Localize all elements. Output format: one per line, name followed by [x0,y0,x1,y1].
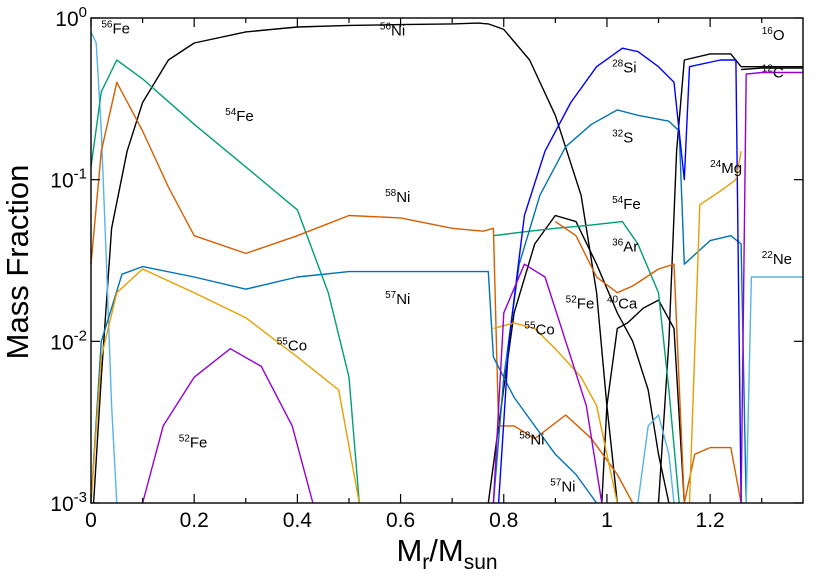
y-axis-title: Mass Fraction [0,165,35,360]
series-line-ca40-b [601,299,685,504]
annotation-label: 28Si [612,59,636,77]
series-line-ne22-b [745,276,803,504]
series-line-ni57 [90,265,598,504]
annotation-label: 56Ni [380,21,405,39]
annotation-label: 52Fe [179,434,208,452]
annotation-label: 55Co [277,336,307,354]
series-line-ni58-c [683,446,742,504]
series-line-fe54 [90,59,360,504]
y-tick-label: 100 [55,4,87,31]
y-tick-label: 10-3 [50,489,87,516]
annotation-label: 57Ni [385,290,410,308]
plot-frame [90,17,804,504]
annotation-label: 56Fe [101,20,130,38]
annotation-label: 58Ni [519,431,544,449]
tick-labels: 0 0.2 0.4 0.6 0.8 1 1.2 10-3 10-2 10-1 100 [50,4,724,532]
series-line-co55-b [493,322,618,504]
annotation-label: 16O [762,26,785,44]
series-line-co55 [90,268,360,504]
annotation-label: 57Ni [550,477,575,495]
series-line-ni58 [90,81,634,504]
annotation-label: 12C [762,63,784,81]
annotation-label: 54Fe [612,195,641,213]
series-line-ne22 [637,414,675,504]
x-tick-label: 0.2 [180,509,209,532]
annotation-label: 52Fe [566,294,595,312]
x-tick-label: 0.6 [386,509,415,532]
x-tick-label: 0.8 [489,509,518,532]
annotation-label: 58Ni [385,188,410,206]
x-axis-title: Mr/Msun [396,533,497,574]
y-tick-label: 10-2 [50,327,87,354]
series-line-o16 [741,67,803,71]
series-line-s32 [492,109,747,504]
series-line-ni58-b [554,221,685,504]
annotation-label: 32S [612,128,633,146]
annotation-label: 36Ar [612,237,638,255]
x-tick-label: 0 [85,509,97,532]
annotation-label: 54Fe [225,107,254,125]
series-line-ca40 [487,214,670,504]
annotation-label: 55Co [524,321,554,339]
series-line-ni56-outer [657,53,803,504]
ticks [90,17,803,504]
annotation-label: 40Ca [607,294,638,312]
annotation-label: 24Mg [710,159,742,177]
series-line-fe56 [90,31,118,504]
series-line-fe54-b [493,220,680,504]
x-tick-label: 1 [601,509,613,532]
annotations: 56Fe 56Ni 54Fe 58Ni 57Ni 55Co 52Fe 28Si 32S 16O 12… [101,20,792,496]
y-tick-label: 10-1 [50,166,87,193]
data-lines [90,22,803,504]
series-line-fe52-b [492,263,603,504]
series-line-c12 [740,71,803,504]
x-tick-label: 0.4 [283,509,313,532]
x-tick-label: 1.2 [696,509,725,532]
annotation-label: 22Ne [762,250,792,268]
series-line-fe52 [141,348,314,504]
series-line-si28 [497,47,742,504]
series-line-mg24 [688,151,742,504]
